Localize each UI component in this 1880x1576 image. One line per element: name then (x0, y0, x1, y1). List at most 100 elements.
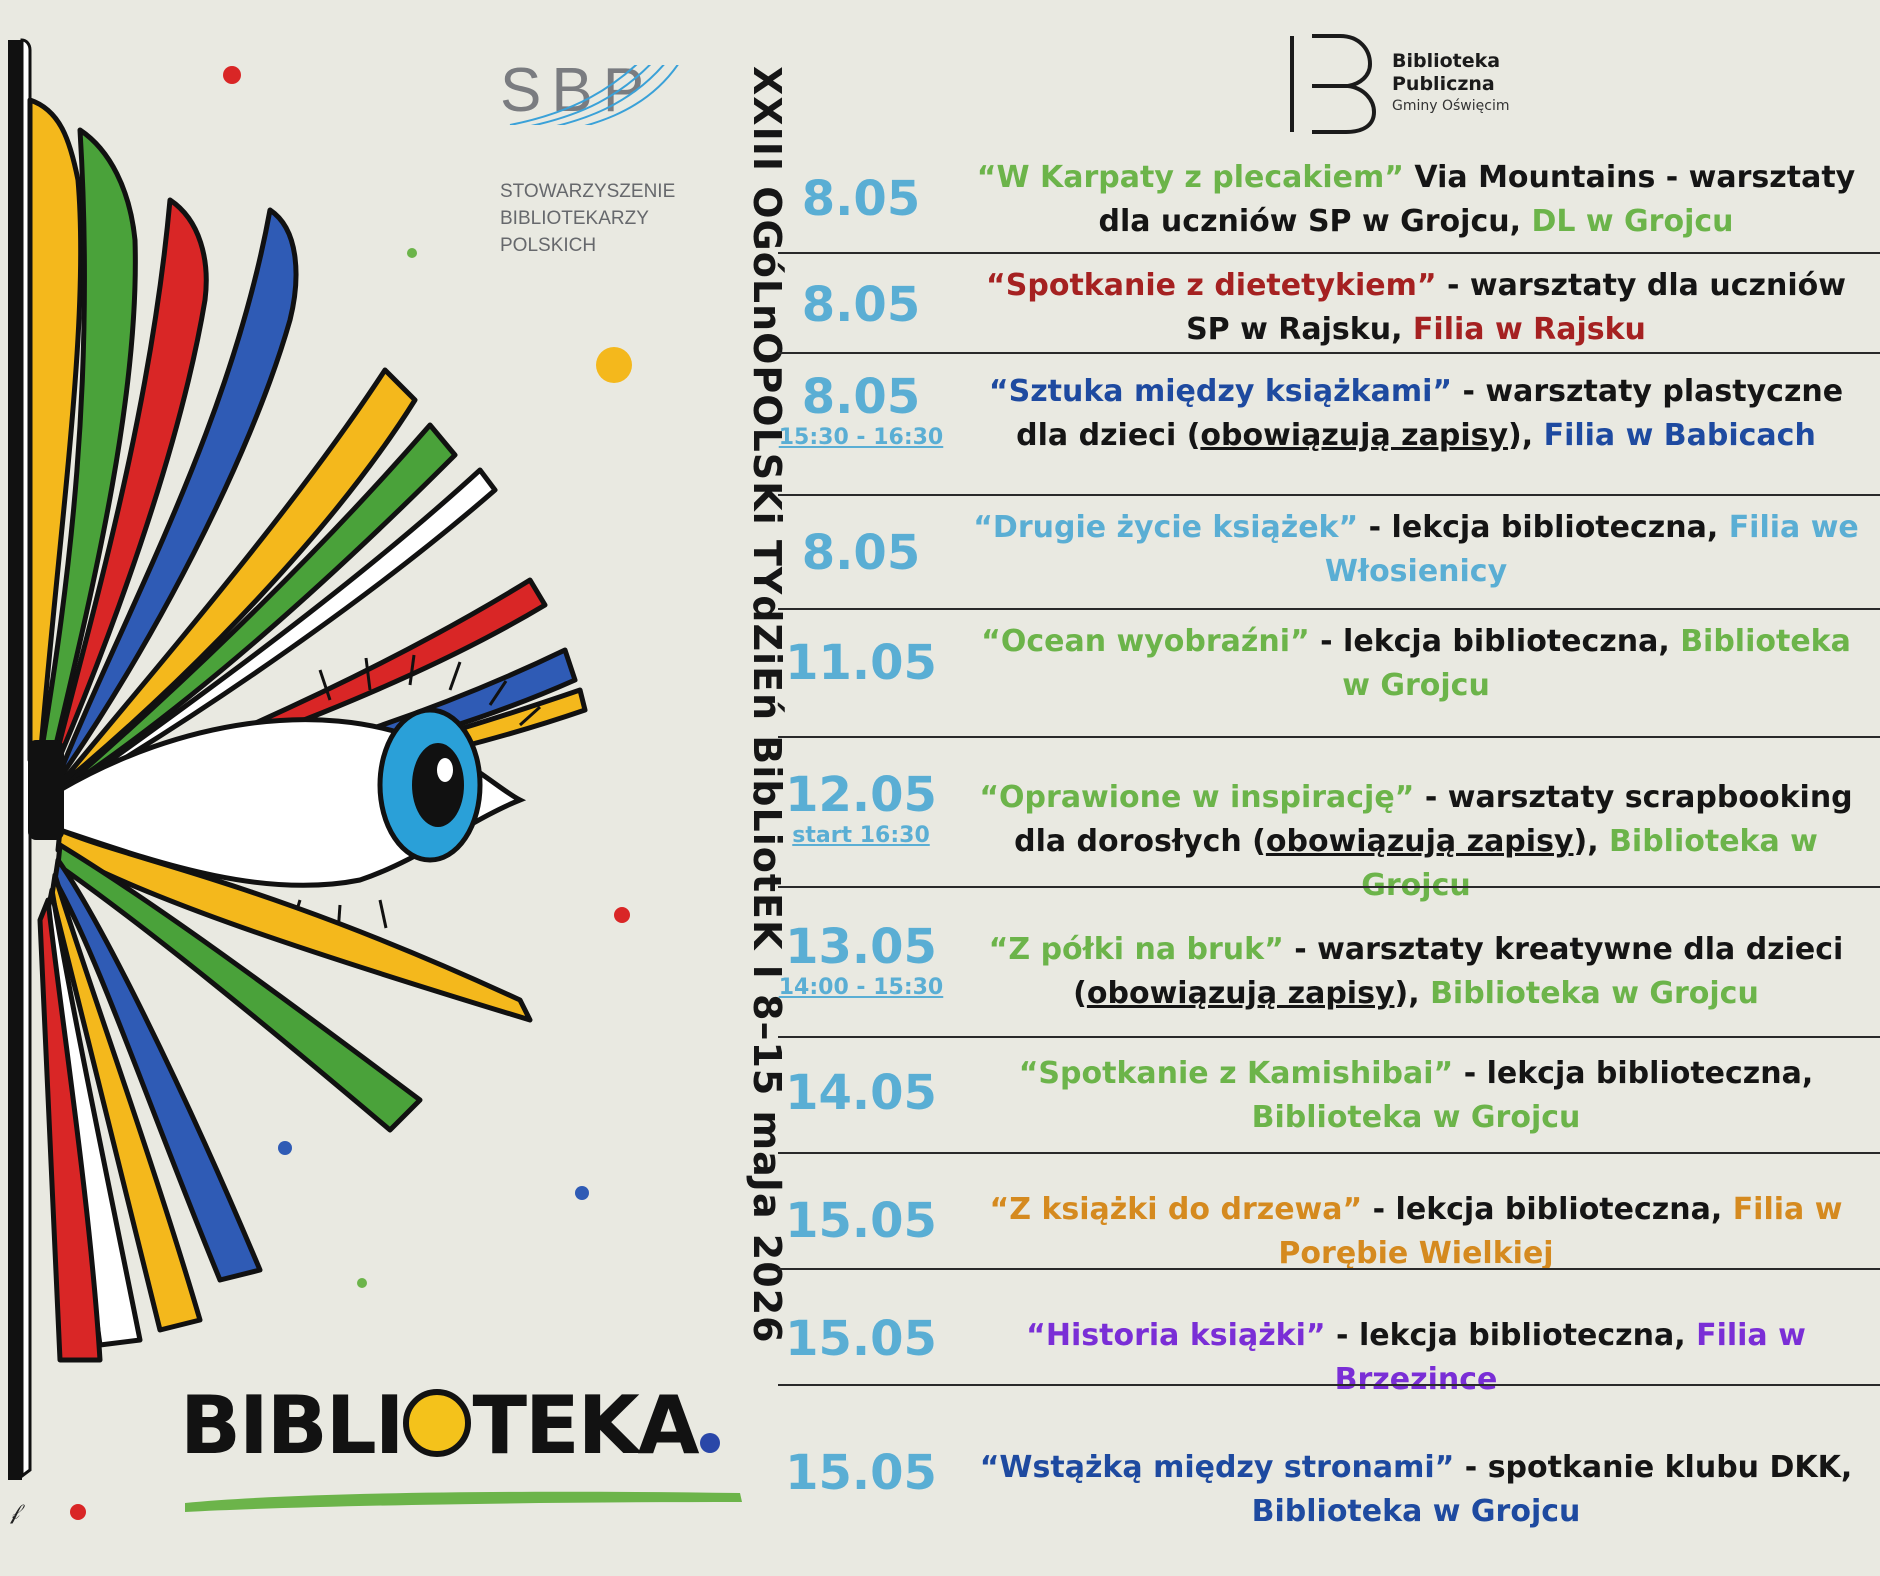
event-date-block: 13.05 14:00 - 15:30 (776, 920, 946, 1002)
row-divider (778, 1152, 1880, 1154)
bp-logo-text: Biblioteka Publiczna Gminy Oświęcim (1392, 50, 1509, 116)
event-date: 8.05 (801, 369, 921, 425)
event-date-block: 8.05 (776, 278, 946, 332)
event-date: 8.05 (801, 171, 921, 227)
biblioteka-wordmark: BIBLI TEKA (180, 1386, 720, 1466)
event-highlight: Biblioteka w Grojcu (1251, 1494, 1581, 1529)
event-description: “Spotkanie z Kamishibai” - lekcja biblio… (966, 1052, 1866, 1140)
event-highlight: DL w Grojcu (1531, 204, 1734, 239)
event-highlight: “Historia książki” (1026, 1318, 1326, 1353)
event-time: start 16:30 (792, 823, 930, 848)
event-time: 14:00 - 15:30 (778, 975, 944, 1000)
event-highlight: “Oprawione w inspirację” (979, 780, 1415, 815)
event-row: 15.05 “Z książki do drzewa” - lekcja bibl… (776, 1154, 1880, 1271)
sbp-name-line: POLSKICH (500, 235, 597, 256)
row-divider (778, 1036, 1880, 1038)
event-description: “Z książki do drzewa” - lekcja bibliotec… (966, 1188, 1866, 1276)
event-row: 15.05 “Wstążką między stronami” - spotkan… (776, 1386, 1880, 1529)
bp-name-sub: Gminy Oświęcim (1392, 98, 1510, 114)
wordmark-period-icon (699, 1433, 720, 1453)
event-text: Via Mountains - warsztaty dla uczniów SP… (1098, 160, 1856, 239)
event-description: “Ocean wyobraźni” - lekcja biblioteczna,… (966, 620, 1866, 708)
event-row: 8.05 15:30 - 16:30 “Sztuka między książkam… (776, 354, 1880, 496)
event-description: “Wstążką między stronami” - spotkanie kl… (966, 1446, 1866, 1534)
event-date-block: 15.05 (776, 1194, 946, 1248)
event-highlight: Filia w Porębie Wielkiej (1278, 1192, 1843, 1271)
event-date: 15.05 (785, 1445, 937, 1501)
book-eye-illustration (8, 38, 742, 1520)
event-row: 8.05 “Spotkanie z dietetykiem” - warsztat… (776, 254, 1880, 354)
event-text: ), (1394, 976, 1431, 1011)
event-date: 8.05 (801, 525, 921, 581)
event-date: 12.05 (785, 767, 937, 823)
event-highlight: Biblioteka w Grojcu (1361, 824, 1818, 903)
event-date-block: 8.05 (776, 172, 946, 226)
event-row: 8.05 “Drugie życie książek” - lekcja bibl… (776, 496, 1880, 610)
event-text: - warsztaty plastyczne dla dzieci ( (1016, 374, 1844, 453)
event-text: - lekcja biblioteczna, (1362, 1192, 1733, 1227)
event-highlight: Filia w Babicach (1543, 418, 1816, 453)
wordmark-o-icon (403, 1389, 472, 1457)
event-text: obowiązują zapisy (1086, 976, 1395, 1011)
bp-name-line: Biblioteka (1392, 50, 1501, 72)
sbp-name: STOWARZYSZENIE BIBLIOTEKARZY POLSKICH (500, 178, 690, 259)
event-description: “Oprawione w inspirację” - warsztaty scr… (966, 776, 1866, 908)
event-highlight: Filia w Rajsku (1412, 312, 1646, 347)
event-time: 15:30 - 16:30 (778, 425, 944, 450)
sbp-logo: SBP STOWARZYSZENIE BIBLIOTEKARZY POLSKIC… (500, 60, 690, 259)
event-row: 14.05 “Spotkanie z Kamishibai” - lekcja b… (776, 1038, 1880, 1154)
sbp-name-line: STOWARZYSZENIE (500, 181, 676, 202)
event-highlight: “Spotkanie z Kamishibai” (1018, 1056, 1454, 1091)
event-text: - warsztaty kreatywne dla dzieci ( (1073, 932, 1844, 1011)
event-date-block: 15.05 (776, 1446, 946, 1500)
event-date: 14.05 (785, 1065, 937, 1121)
bp-name-line: Publiczna (1392, 73, 1495, 95)
event-highlight: “Wstążką między stronami” (979, 1450, 1455, 1485)
event-text: ), (1508, 418, 1544, 453)
event-row: 15.05 “Historia książki” - lekcja bibliot… (776, 1270, 1880, 1397)
event-description: “Z półki na bruk” - warsztaty kreatywne … (966, 928, 1866, 1016)
event-text: - warsztaty scrapbooking dla dorosłych ( (1014, 780, 1853, 859)
event-description: “Drugie życie książek” - lekcja bibliote… (966, 506, 1866, 594)
row-divider (778, 1268, 1880, 1270)
event-highlight: “W Karpaty z plecakiem” (976, 160, 1404, 195)
event-description: “Spotkanie z dietetykiem” - warsztaty dl… (966, 264, 1866, 352)
event-text: obowiązują zapisy (1265, 824, 1574, 859)
event-text: - lekcja biblioteczna, (1325, 1318, 1697, 1353)
event-text: - warsztaty dla uczniów SP w Rajsku, (1186, 268, 1846, 347)
event-date-block: 8.05 (776, 526, 946, 580)
event-text: obowiązują zapisy (1200, 418, 1509, 453)
wordmark-part: TEKA (472, 1379, 699, 1472)
event-row: 8.05 “W Karpaty z plecakiem” Via Mountain… (776, 142, 1880, 254)
event-row: 11.05 “Ocean wyobraźni” - lekcja bibliote… (776, 610, 1880, 738)
event-row: 12.05 start 16:30 “Oprawione w inspirację”… (776, 738, 1880, 903)
event-date: 11.05 (785, 635, 937, 691)
event-highlight: Biblioteka w Grojcu (1342, 624, 1851, 703)
row-divider (778, 494, 1880, 496)
signature-icon: 𝒻 (10, 1500, 20, 1525)
event-title-vertical: XXIII OGóLnOPOLSKi TYdZiEń BibLiotEK I 8… (745, 66, 789, 1344)
event-row: 13.05 14:00 - 15:30 “Z półki na bruk” - wa… (776, 888, 1880, 1038)
event-date: 15.05 (785, 1311, 937, 1367)
event-text: ), (1573, 824, 1610, 859)
event-date: 8.05 (801, 277, 921, 333)
row-divider (778, 608, 1880, 610)
event-date: 13.05 (785, 919, 937, 975)
event-description: “Historia książki” - lekcja biblioteczna… (966, 1314, 1866, 1402)
event-text: - spotkanie klubu DKK, (1454, 1450, 1853, 1485)
row-divider (778, 1384, 1880, 1386)
sbp-lines-icon (509, 65, 679, 125)
event-date: 15.05 (785, 1193, 937, 1249)
event-text: - lekcja biblioteczna, (1358, 510, 1729, 545)
sbp-name-line: BIBLIOTEKARZY (500, 208, 649, 229)
event-highlight: Biblioteka w Grojcu (1430, 976, 1759, 1011)
row-divider (778, 886, 1880, 888)
event-date-block: 15.05 (776, 1312, 946, 1366)
row-divider (778, 252, 1880, 254)
event-highlight: “Drugie życie książek” (973, 510, 1359, 545)
wordmark-part: BIBLI (180, 1379, 404, 1472)
event-text: - lekcja biblioteczna, (1453, 1056, 1814, 1091)
event-highlight: “Spotkanie z dietetykiem” (986, 268, 1437, 303)
event-text: - lekcja biblioteczna, (1309, 624, 1681, 659)
event-date-block: 8.05 15:30 - 16:30 (776, 370, 946, 452)
